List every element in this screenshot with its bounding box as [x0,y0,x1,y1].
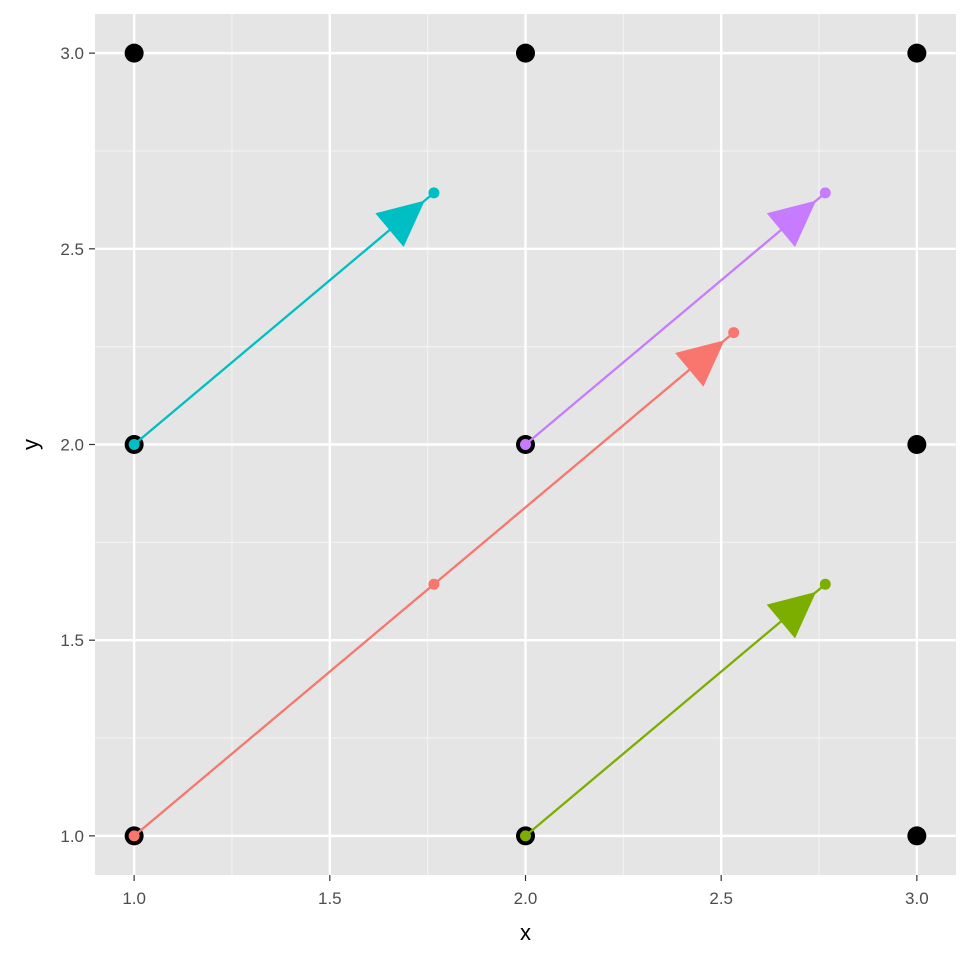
y-tick-label: 2.0 [60,436,84,455]
x-tick-label: 2.0 [514,889,538,908]
y-tick-label: 3.0 [60,44,84,63]
arrow-end-dot [819,578,831,590]
y-axis: 1.0 1.5 2.0 2.5 3.0 [60,44,95,846]
x-axis-title: x [520,920,531,945]
x-axis: 1.0 1.5 2.0 2.5 3.0 [122,875,929,908]
arrow [520,187,831,450]
y-axis-title: y [18,439,43,450]
y-tick-label: 1.5 [60,631,84,650]
arrow-start-dot [128,830,140,842]
x-tick-label: 1.5 [318,889,342,908]
arrow-head [675,340,725,387]
data-point [907,826,927,846]
arrow-mid-dot [428,578,440,590]
arrow-start-dot [128,439,140,450]
data-point [124,43,144,63]
x-tick-label: 3.0 [905,889,929,908]
arrow-end-dot [728,327,740,339]
x-tick-label: 2.5 [709,889,733,908]
arrow-head [766,591,817,639]
arrow [520,578,831,842]
data-point [907,435,927,454]
arrow-layer [128,187,831,842]
arrow-start-dot [520,830,531,842]
arrow-shaft [524,583,827,837]
data-point [907,43,927,63]
arrow-shaft [524,191,827,446]
arrow-head [766,200,817,247]
arrow-head [375,200,425,247]
arrow-shaft [133,191,435,446]
arrow-end-dot [819,187,831,199]
arrow-start-dot [520,439,531,450]
data-point [516,43,535,63]
y-tick-label: 1.0 [60,827,84,846]
arrow [128,187,440,450]
x-tick-label: 1.0 [122,889,146,908]
arrow [128,327,740,842]
y-tick-label: 2.5 [60,240,84,259]
arrow-end-dot [428,187,440,199]
